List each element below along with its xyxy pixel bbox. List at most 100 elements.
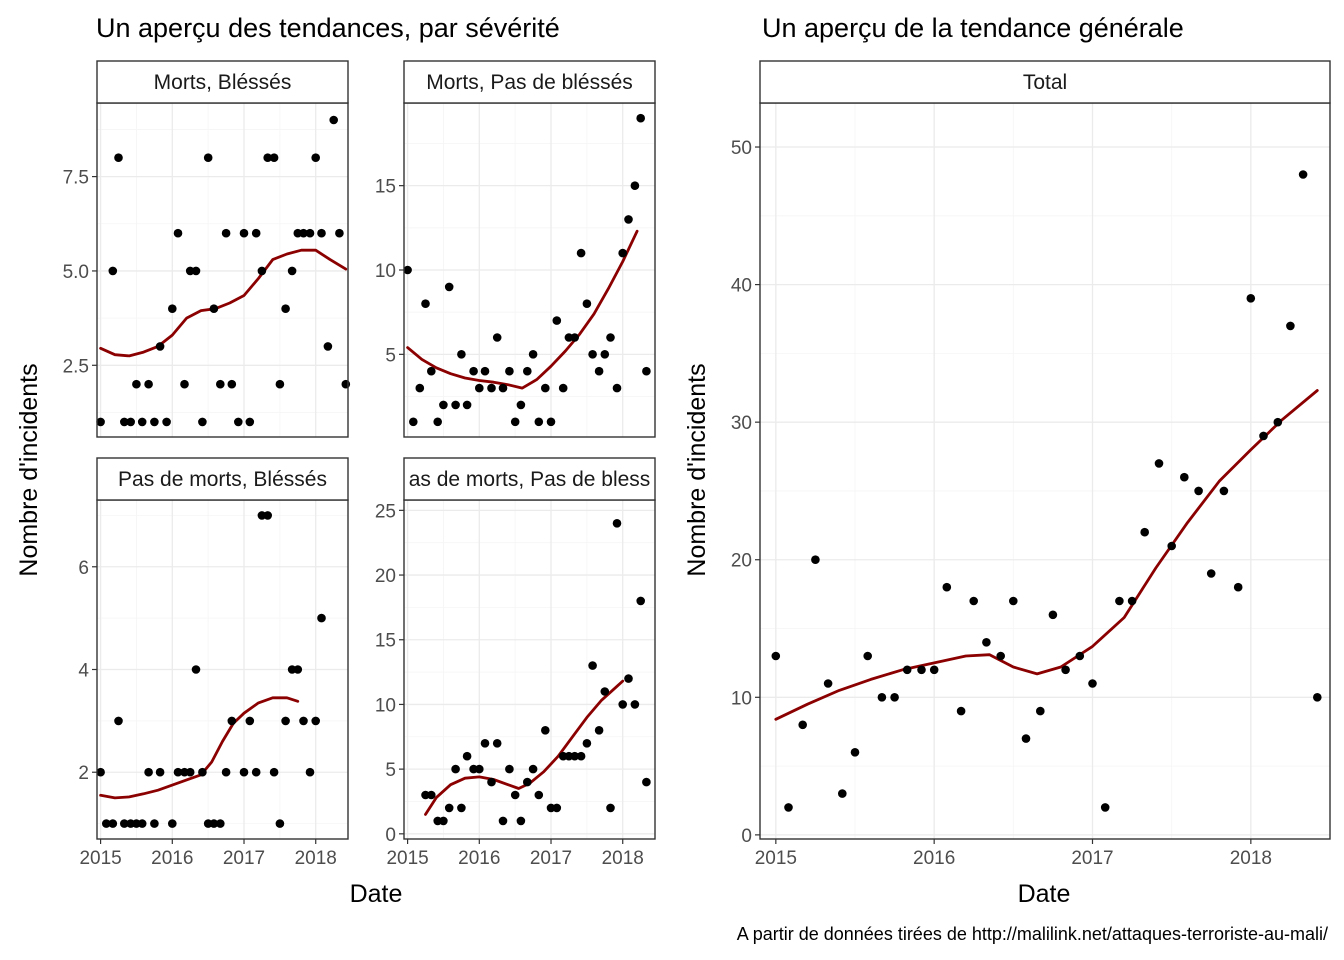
- data-point: [1194, 486, 1203, 496]
- data-point: [606, 333, 615, 342]
- data-point: [534, 417, 544, 427]
- data-point: [969, 596, 978, 606]
- data-point: [185, 767, 195, 777]
- y-tick-label: 15: [375, 177, 396, 198]
- facet-strip-label: as de morts, Pas de bless: [409, 468, 651, 491]
- data-point: [618, 700, 627, 709]
- data-point: [1259, 431, 1268, 441]
- x-tick-label: 2016: [151, 848, 193, 869]
- y-tick-label: 2.5: [63, 356, 89, 377]
- y-tick-label: 20: [375, 566, 396, 587]
- data-point: [630, 700, 640, 709]
- left-title: Un aperçu des tendances, par sévérité: [96, 13, 560, 43]
- data-point: [576, 248, 586, 258]
- y-tick-label: 0: [385, 825, 396, 846]
- facet-strip: [759, 60, 1331, 104]
- data-point: [451, 764, 460, 774]
- data-point: [275, 819, 285, 828]
- x-tick-label: 2015: [386, 848, 428, 869]
- data-point: [457, 803, 466, 813]
- data-point: [492, 739, 502, 748]
- data-point: [523, 366, 532, 376]
- data-point: [216, 819, 225, 828]
- data-point: [576, 751, 586, 761]
- data-point: [546, 417, 556, 427]
- data-point: [251, 767, 261, 777]
- data-point: [409, 417, 418, 427]
- data-point: [570, 333, 579, 342]
- data-point: [144, 379, 153, 389]
- data-point: [341, 379, 351, 389]
- data-point: [594, 366, 604, 376]
- data-point: [902, 665, 912, 675]
- data-point: [162, 417, 171, 427]
- data-point: [1061, 665, 1070, 675]
- data-point: [600, 687, 610, 696]
- data-point: [600, 350, 610, 359]
- data-point: [528, 350, 538, 359]
- facet-panel-2: Morts, Pas de bléssés 5 10 15: [375, 60, 656, 438]
- trend-line: [406, 229, 639, 390]
- data-point: [877, 693, 887, 702]
- facet-panel-1: Morts, Bléssés 2.5 5.0 7.5: [63, 60, 351, 438]
- x-tick-label: 2017: [223, 848, 265, 869]
- facet-strip: [403, 457, 656, 501]
- data-point: [239, 767, 249, 777]
- facet-panel-3: Pas de morts, Bléssés 2 4 6 2015 2016 2017 2018: [78, 457, 349, 869]
- right-x-axis-label: Date: [1018, 880, 1071, 908]
- data-point: [890, 693, 899, 702]
- data-point: [299, 716, 308, 726]
- caption: A partir de données tirées de http://mal…: [737, 924, 1328, 944]
- y-tick-label: 4: [78, 661, 89, 682]
- y-tick-label: 30: [731, 413, 752, 434]
- data-point: [439, 816, 448, 826]
- data-point: [251, 228, 261, 238]
- y-tick-label: 5: [385, 760, 396, 781]
- x-tick-label: 2018: [295, 848, 337, 869]
- data-point: [421, 299, 430, 309]
- data-point: [917, 665, 926, 675]
- data-point: [234, 417, 243, 427]
- data-point: [311, 716, 321, 726]
- data-point: [480, 739, 490, 748]
- x-tick-label: 2018: [602, 848, 644, 869]
- x-tick-label: 2015: [755, 848, 797, 869]
- data-point: [798, 720, 807, 730]
- trend-line: [424, 679, 625, 816]
- data-point: [209, 304, 219, 314]
- x-tick-label: 2017: [530, 848, 572, 869]
- data-point: [427, 366, 436, 376]
- data-point: [1206, 569, 1216, 578]
- facet-strip: [96, 457, 349, 501]
- data-point: [227, 716, 237, 726]
- data-point: [487, 777, 496, 787]
- data-point: [516, 400, 526, 410]
- data-point: [1088, 679, 1097, 688]
- data-point: [1075, 651, 1085, 661]
- data-point: [96, 767, 105, 777]
- data-point: [505, 764, 514, 774]
- data-point: [269, 153, 279, 162]
- data-point: [257, 266, 267, 276]
- data-point: [523, 777, 532, 787]
- data-point: [305, 767, 315, 777]
- data-point: [642, 366, 651, 376]
- data-point: [263, 511, 273, 520]
- right-title: Un aperçu de la tendance générale: [762, 13, 1184, 43]
- data-point: [137, 417, 147, 427]
- data-point: [144, 767, 153, 777]
- data-point: [1048, 610, 1058, 620]
- data-point: [1115, 596, 1124, 606]
- y-tick-label: 2: [78, 763, 89, 784]
- facet-panels: Morts, Bléssés 2.5 5.0 7.5 Morts, Pas de blé…: [63, 60, 1331, 869]
- data-point: [929, 665, 939, 675]
- data-point: [594, 726, 604, 735]
- data-point: [335, 228, 344, 238]
- data-point: [108, 819, 118, 828]
- data-point: [155, 767, 165, 777]
- data-point: [444, 282, 454, 292]
- data-point: [150, 819, 159, 828]
- trend-line: [99, 248, 348, 358]
- facet-strip-label: Morts, Pas de bléssés: [426, 71, 633, 94]
- data-point: [505, 366, 514, 376]
